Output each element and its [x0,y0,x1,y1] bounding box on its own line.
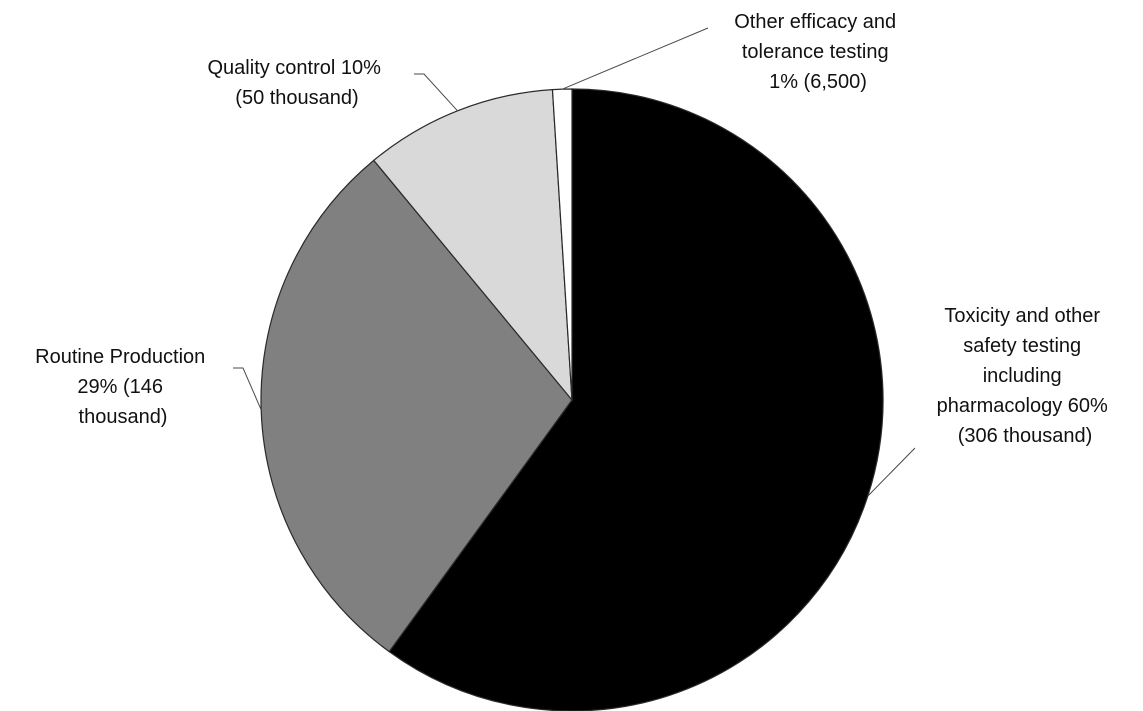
label-toxicity-line-1: Toxicity and other [944,305,1100,327]
leader-quality-control [414,73,458,112]
label-toxicity-line-4: pharmacology 60% [937,395,1108,417]
label-other-efficacy: Other efficacy and tolerance testing 1% … [734,11,902,93]
leader-routine-production [233,367,262,410]
pie-slices [260,88,884,711]
leader-toxicity [867,447,916,497]
label-quality-line-2: (50 thousand) [235,87,358,109]
label-other-line-2: tolerance testing [742,41,889,63]
label-toxicity: Toxicity and other safety testing includ… [937,305,1114,447]
label-toxicity-line-5: (306 thousand) [958,425,1093,447]
label-quality-line-1: Quality control 10% [208,57,382,79]
label-toxicity-line-2: safety testing [963,335,1081,357]
slice-other-efficacy [551,88,573,401]
leader-other-efficacy [562,27,709,90]
slice-routine-production [260,159,573,653]
label-routine-line-3: thousand) [79,406,168,428]
label-routine-line-1: Routine Production [35,346,205,368]
label-quality-control: Quality control 10% (50 thousand) [208,57,387,109]
label-routine-line-2: 29% (146 [77,376,163,398]
leader-lines [233,27,916,497]
label-routine-production: Routine Production 29% (146 thousand) [35,346,211,428]
label-toxicity-line-3: including [983,365,1062,387]
label-other-line-3: 1% (6,500) [769,71,867,93]
label-other-line-1: Other efficacy and [734,11,896,33]
